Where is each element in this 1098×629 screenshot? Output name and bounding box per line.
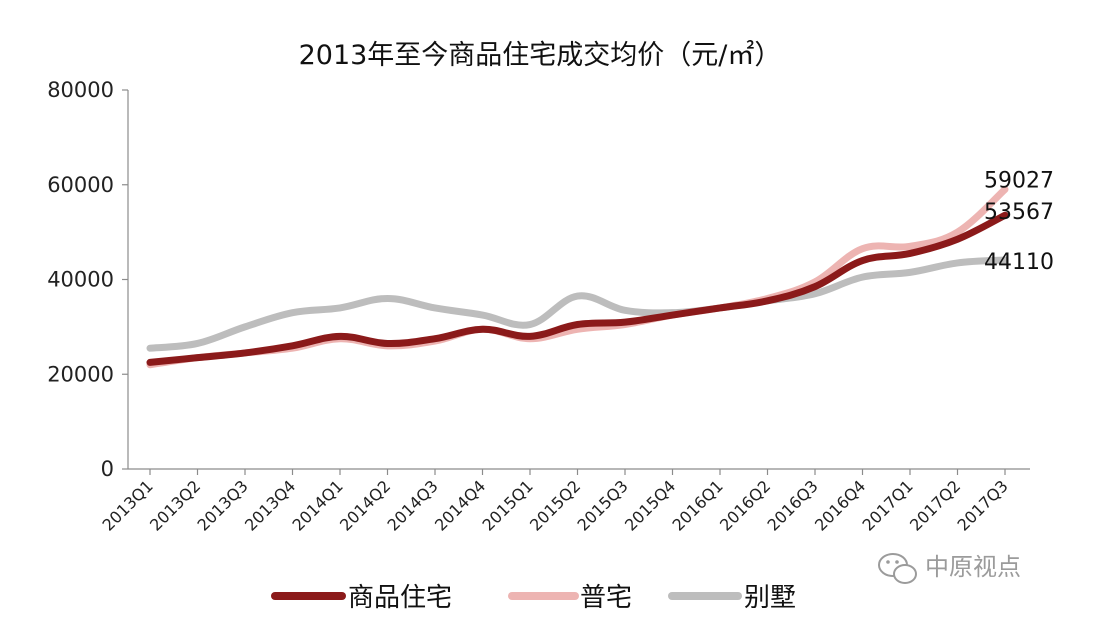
end-label-普宅: 59027 (984, 168, 1054, 193)
watermark: 中原视点 (878, 553, 1021, 584)
end-labels: 44110 59027 53567 (984, 168, 1054, 275)
legend: 商品住宅 普宅 别墅 (271, 583, 796, 613)
chart-title: 2013年至今商品住宅成交均价（元/㎡） (299, 40, 782, 71)
y-tick-label: 0 (101, 457, 114, 481)
end-label-别墅: 44110 (984, 250, 1054, 275)
series-layer (146, 185, 1009, 369)
series-line-商品住宅 (146, 211, 1009, 366)
y-tick-label: 20000 (47, 362, 114, 386)
legend-label-普宅: 普宅 (580, 583, 632, 613)
y-tick-label: 60000 (47, 173, 114, 197)
wechat-icon (878, 553, 917, 584)
legend-label-别墅: 别墅 (744, 583, 796, 613)
legend-label-商品住宅: 商品住宅 (348, 583, 452, 613)
y-tick-label: 80000 (47, 78, 114, 102)
end-label-商品住宅: 53567 (984, 200, 1054, 225)
series-line-别墅 (146, 256, 1009, 352)
watermark-text: 中原视点 (925, 553, 1021, 581)
y-tick-label: 40000 (47, 268, 114, 292)
